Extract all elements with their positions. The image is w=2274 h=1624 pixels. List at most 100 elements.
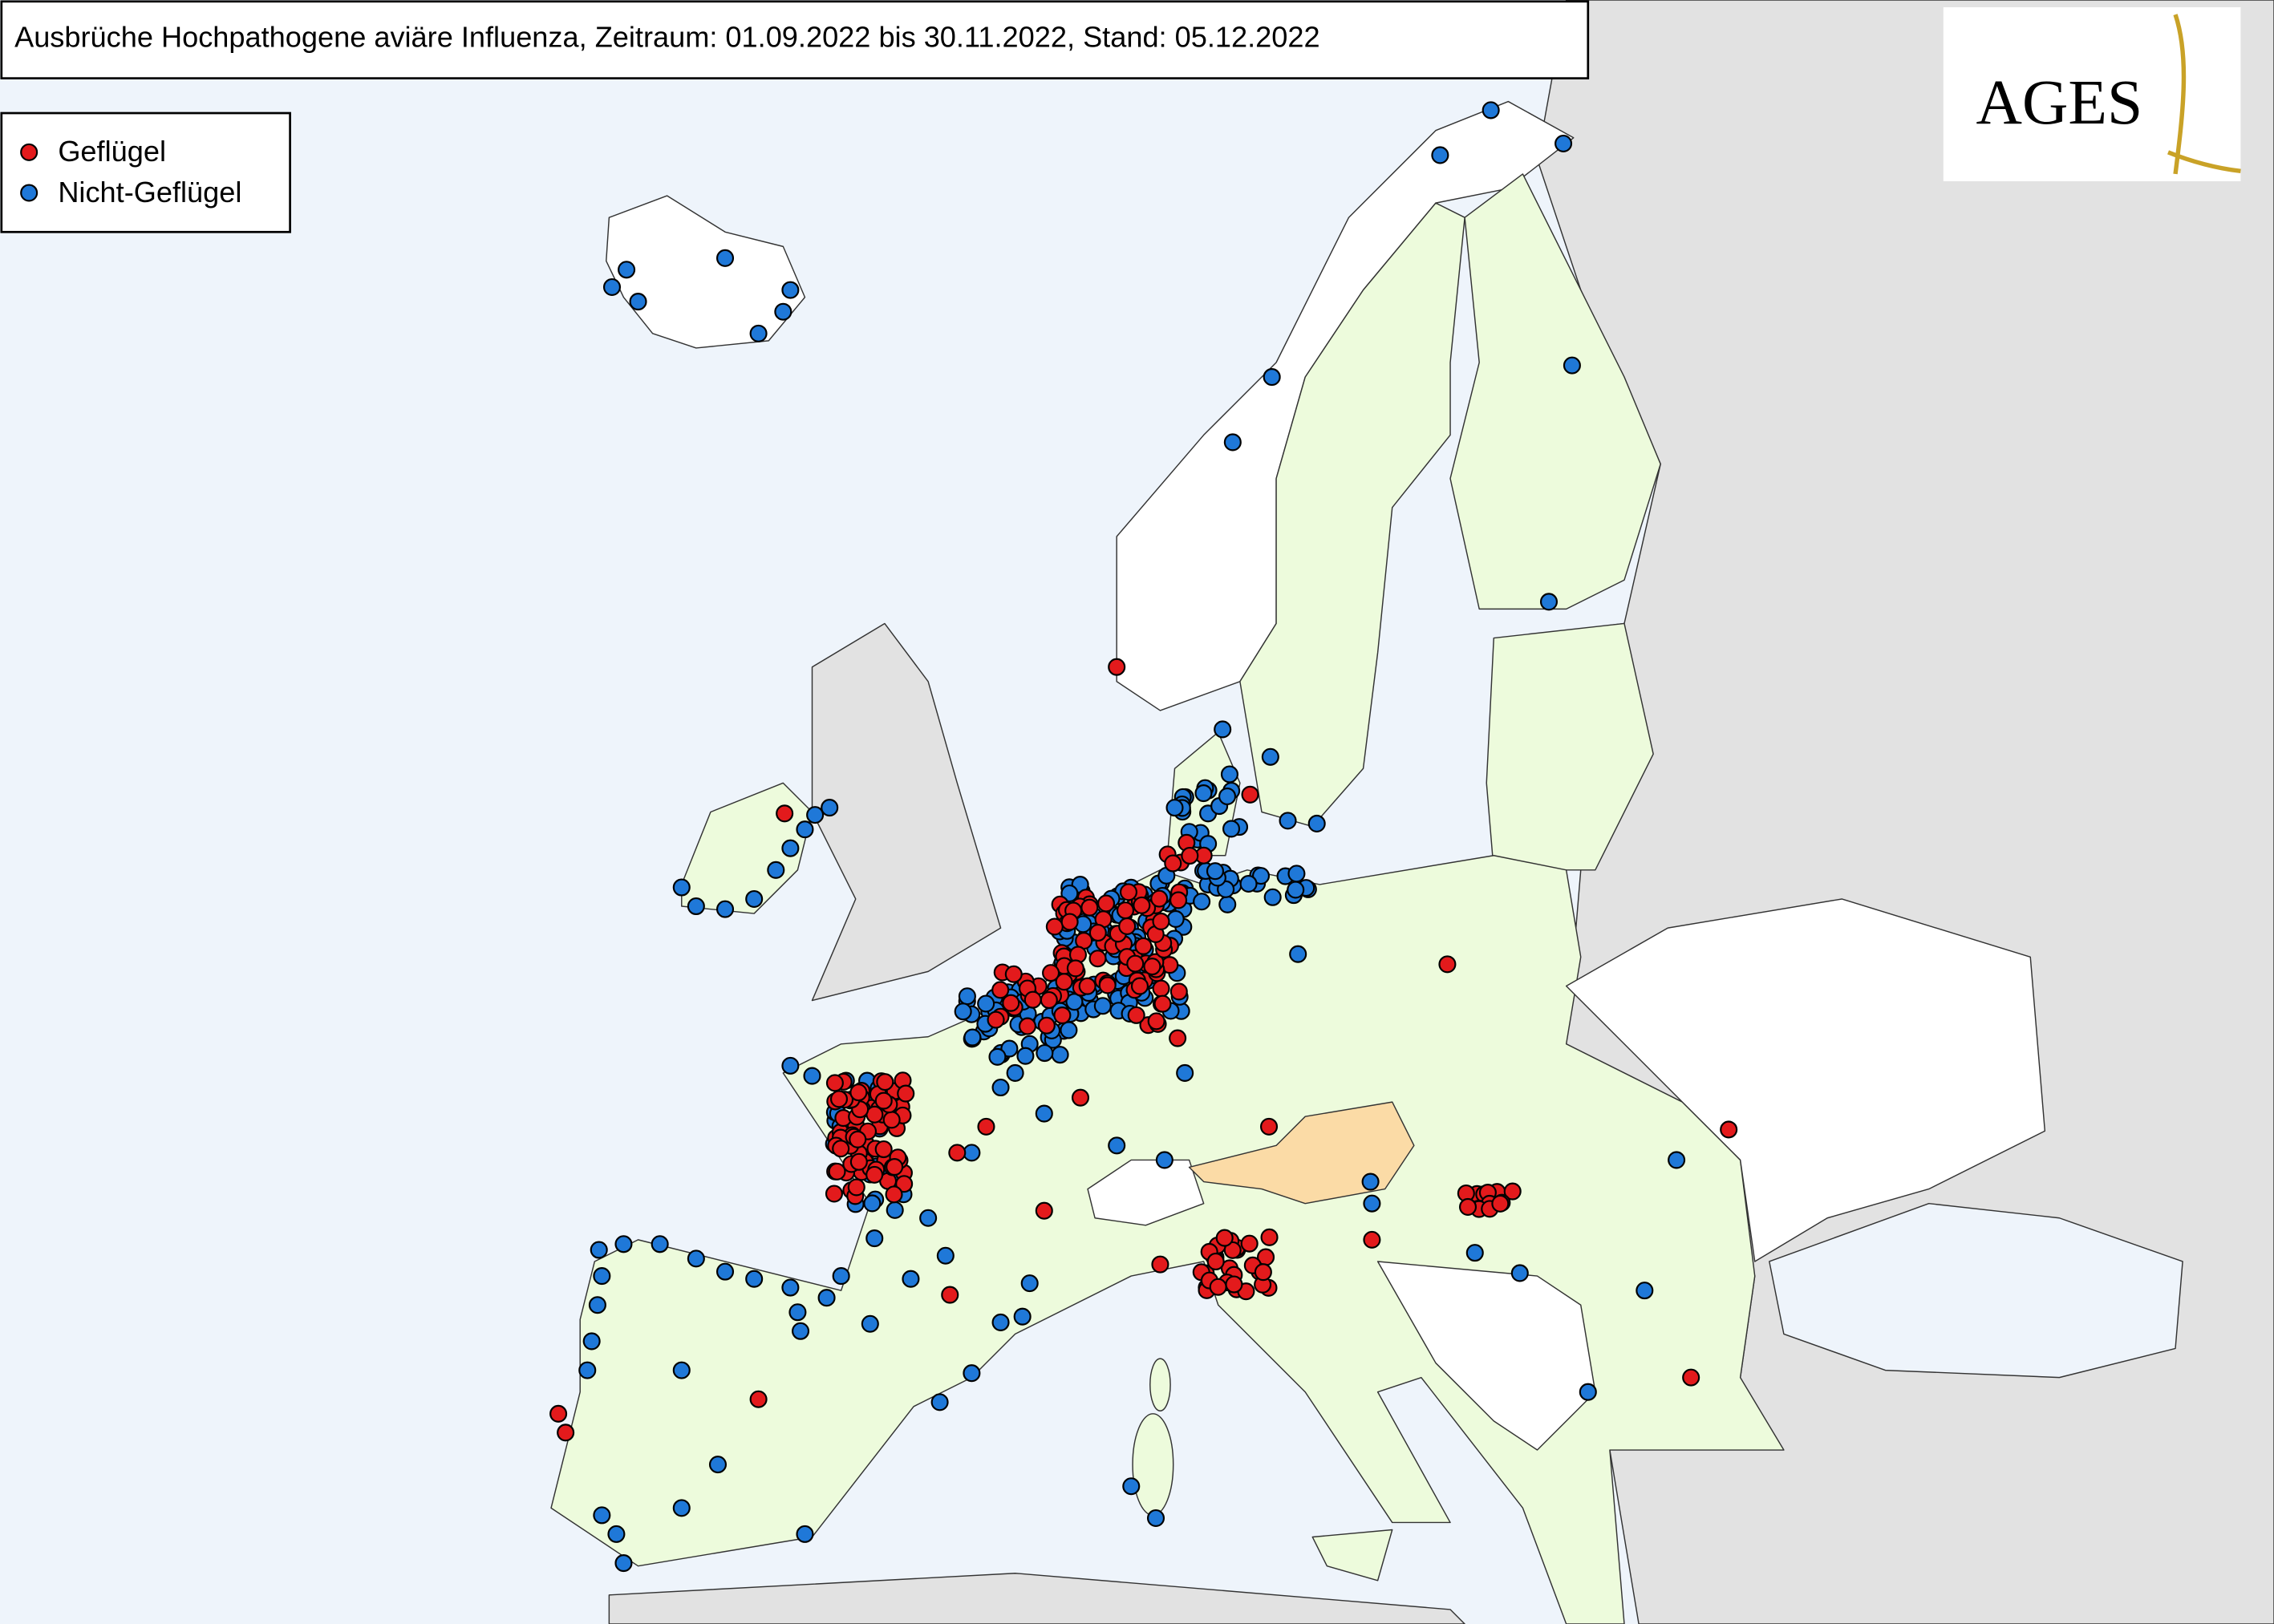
outbreak-marker (991, 1078, 1010, 1097)
outbreak-marker (1668, 1151, 1686, 1169)
outbreak-marker (618, 261, 636, 279)
outbreak-marker (977, 994, 995, 1013)
outbreak-marker (1151, 1255, 1169, 1274)
outbreak-marker (749, 1390, 768, 1408)
outbreak-marker (977, 1117, 995, 1136)
outbreak-marker (897, 1084, 915, 1103)
sardinia (1132, 1413, 1174, 1517)
outbreak-marker (865, 1229, 884, 1248)
outbreak-marker (1194, 784, 1213, 803)
outbreak-marker (1218, 787, 1237, 805)
outbreak-marker (745, 889, 764, 909)
outbreak-marker (1482, 101, 1500, 119)
outbreak-marker (963, 1028, 982, 1047)
outbreak-marker (849, 1083, 868, 1102)
outbreak-marker (1539, 593, 1559, 611)
outbreak-marker (1036, 1044, 1054, 1063)
outbreak-marker (1289, 945, 1307, 963)
outbreak-marker (1503, 1182, 1522, 1201)
outbreak-marker (1225, 1275, 1243, 1294)
baltics (1486, 622, 1654, 871)
outbreak-marker (1206, 862, 1224, 881)
outbreak-marker (948, 1144, 967, 1162)
legend-swatch (20, 143, 39, 161)
switzerland (1087, 1159, 1205, 1226)
outbreak-marker (1108, 658, 1126, 676)
africa (608, 1572, 1465, 1624)
outbreak-marker (1051, 1046, 1069, 1064)
outbreak-marker (849, 1130, 867, 1148)
outbreak-marker (1042, 964, 1060, 982)
legend: Geflügel Nicht-Geflügel (20, 135, 241, 209)
outbreak-marker (902, 1270, 920, 1288)
outbreak-marker (745, 1270, 764, 1288)
outbreak-marker (1133, 896, 1151, 914)
outbreak-marker (1239, 874, 1258, 893)
outbreak-marker (1279, 812, 1297, 830)
outbreak-marker (885, 1185, 903, 1204)
outbreak-marker (1431, 146, 1449, 164)
logo-figure (2167, 14, 2241, 175)
outbreak-marker (1363, 1230, 1381, 1249)
outbreak-marker (1088, 924, 1107, 942)
legend-box (0, 111, 291, 233)
outbreak-marker (1251, 867, 1271, 885)
outbreak-marker (1078, 977, 1096, 995)
outbreak-marker (651, 1235, 669, 1253)
corsica (1149, 1358, 1171, 1411)
legend-swatch (20, 184, 39, 202)
outbreak-marker (991, 1313, 1010, 1331)
outbreak-marker (1254, 1263, 1272, 1282)
outbreak-marker (1071, 1088, 1090, 1107)
outbreak-marker (1152, 979, 1170, 998)
outbreak-marker (963, 1144, 981, 1162)
outbreak-marker (1004, 965, 1023, 983)
logo-text: AGES (1976, 67, 2143, 138)
outbreak-marker (1126, 954, 1145, 973)
outbreak-marker (1060, 1021, 1078, 1039)
outbreak-marker (1214, 720, 1232, 739)
outbreak-marker (886, 1158, 904, 1176)
outbreak-marker (1143, 958, 1161, 976)
outbreak-marker (1465, 1244, 1484, 1262)
outbreak-marker (749, 324, 768, 342)
outbreak-marker (865, 1165, 884, 1184)
outbreak-marker (1000, 1039, 1019, 1058)
outbreak-marker (1002, 994, 1020, 1012)
outbreak-marker (1018, 1017, 1037, 1035)
outbreak-marker (1260, 1228, 1279, 1246)
outbreak-marker (1241, 785, 1259, 804)
finland (1449, 173, 1661, 610)
black-sea (1769, 1202, 2183, 1379)
outbreak-marker (1108, 1136, 1126, 1155)
outbreak-marker (788, 1303, 807, 1322)
outbreak-marker (1240, 1234, 1259, 1253)
outbreak-marker (1222, 820, 1241, 838)
outbreak-marker (825, 1074, 844, 1092)
outbreak-marker (958, 987, 976, 1006)
outbreak-marker (1307, 814, 1326, 832)
outbreak-marker (1093, 997, 1112, 1015)
outbreak-marker (1152, 912, 1170, 930)
outbreak-marker (1720, 1120, 1738, 1139)
outbreak-marker (582, 1332, 601, 1351)
outbreak-marker (578, 1361, 597, 1379)
outbreak-marker (987, 1010, 1005, 1029)
outbreak-marker (886, 1201, 904, 1219)
outbreak-marker (1263, 888, 1282, 906)
outbreak-marker (1119, 883, 1138, 901)
legend-label: Nicht-Geflügel (58, 176, 241, 209)
outbreak-marker (1363, 1194, 1381, 1213)
land (550, 0, 2274, 1624)
outbreak-marker (936, 1246, 955, 1265)
outbreak-marker (776, 804, 794, 823)
outbreak-marker (1147, 1012, 1165, 1031)
outbreak-marker (1055, 973, 1073, 991)
outbreak-marker (829, 1090, 849, 1108)
outbreak-marker (1024, 990, 1042, 1009)
outbreak-marker (1020, 1274, 1039, 1293)
outbreak-marker (1181, 847, 1199, 865)
outbreak-marker (930, 1393, 949, 1411)
outbreak-marker (590, 1241, 608, 1259)
outbreak-marker (817, 1289, 836, 1307)
